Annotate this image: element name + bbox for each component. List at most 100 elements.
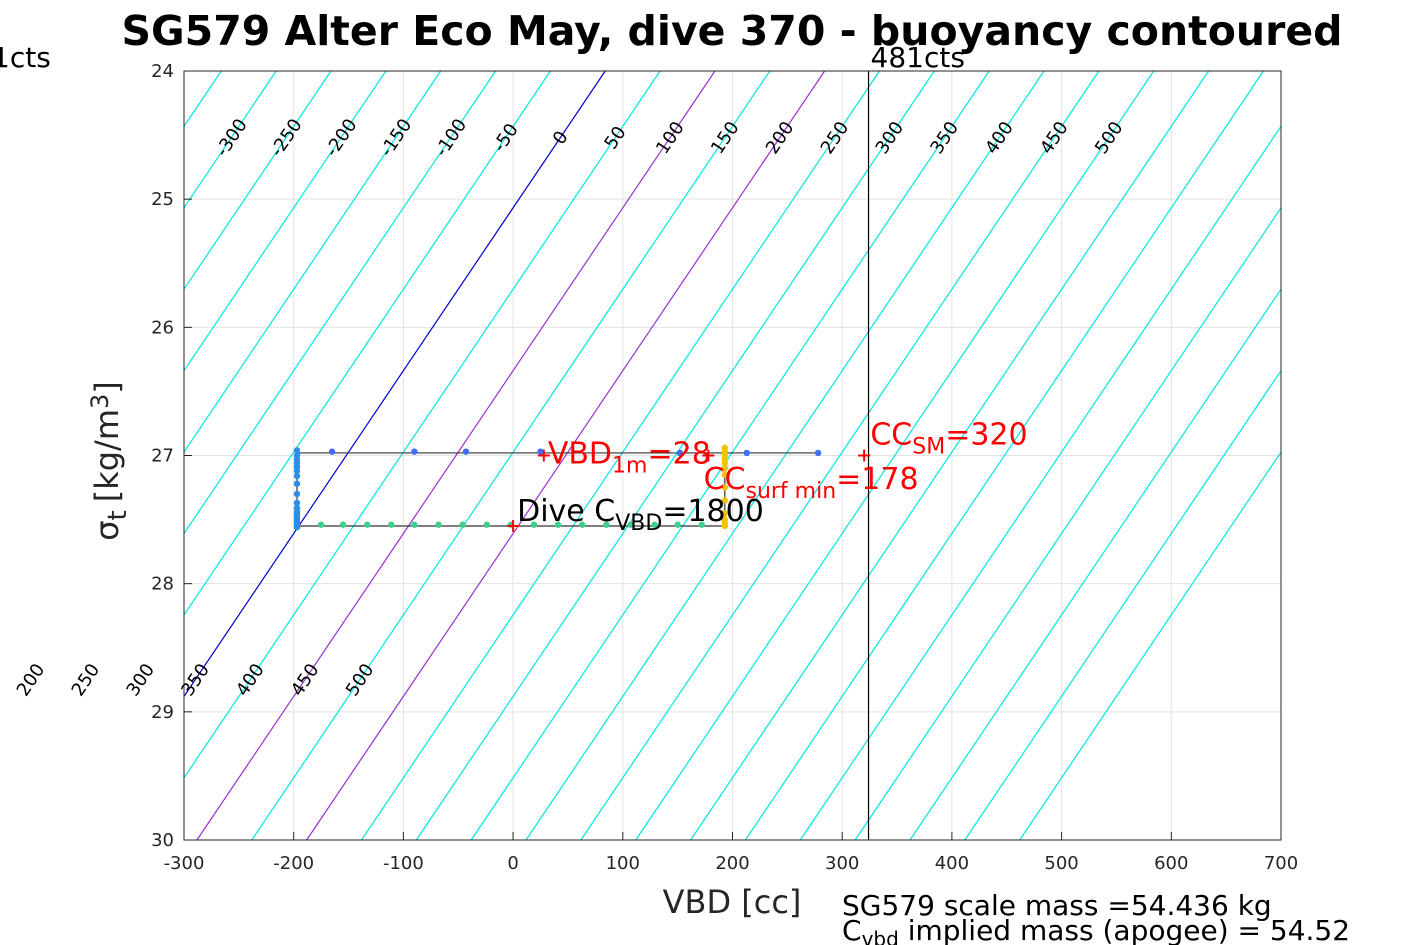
x-tick-label: 600: [1154, 853, 1188, 874]
y-label-units: [kg/m: [88, 409, 126, 502]
x-tick-label: 500: [1044, 853, 1078, 874]
contour-line-350: [470, 70, 990, 841]
contour-label: 350: [177, 660, 214, 700]
series-point: [603, 521, 610, 528]
contour-label: -300: [212, 115, 252, 161]
contour-label: -100: [431, 115, 471, 161]
contour-label: 350: [926, 118, 963, 158]
annotation-sub: 1m: [612, 453, 647, 478]
x-tick-label: 200: [715, 853, 749, 874]
series-point: [411, 448, 418, 455]
contour-line-500: [635, 70, 1155, 841]
vertical-markers: 1cts 481cts: [0, 41, 965, 840]
annotation-tail: =28: [647, 437, 710, 472]
contour-line--100: [183, 70, 497, 534]
x-tick-label: 0: [507, 853, 518, 874]
x-tick-label: -100: [383, 853, 424, 874]
series-point: [530, 521, 538, 528]
series-point: [721, 465, 729, 472]
contour-line-850: [1019, 451, 1282, 841]
contour-line--50: [183, 70, 551, 616]
buoyancy-contours: [183, 70, 1282, 841]
x-tick-label: 400: [935, 853, 969, 874]
annotation-divec: Dive CVBD=1800: [517, 494, 764, 536]
contour-label: -200: [321, 115, 361, 161]
series-point: [651, 521, 658, 528]
contour-label: 50: [601, 123, 631, 154]
contour-label: 200: [762, 118, 799, 158]
contour-line-700: [854, 207, 1282, 841]
series-point: [293, 499, 301, 507]
series-point: [743, 449, 750, 457]
y-label-sigma: σ: [88, 520, 126, 540]
contour-line-650: [799, 126, 1282, 841]
series-point: [328, 448, 336, 455]
contour-line-400: [525, 70, 1045, 841]
contour-label: 500: [342, 660, 379, 700]
series-point: [721, 497, 729, 504]
contour-label: 450: [287, 660, 324, 700]
annotation-main: CC: [704, 462, 746, 497]
series-point: [721, 471, 729, 478]
series-point: [814, 449, 822, 457]
x-tick-label: 100: [606, 853, 640, 874]
x-tick-label: 300: [825, 853, 859, 874]
contour-line--350: [183, 70, 222, 127]
contour-line--300: [183, 70, 277, 209]
y-tick-label: 30: [151, 830, 174, 851]
y-tick-label: 28: [151, 574, 174, 595]
series-point: [339, 521, 347, 528]
series-point: [721, 509, 729, 517]
series-point: [293, 472, 301, 480]
y-tick-label: 24: [151, 61, 174, 82]
contour-line-300: [415, 70, 935, 841]
series-point: [674, 521, 681, 528]
contour-label: 300: [872, 118, 909, 158]
contour-label: 150: [707, 118, 744, 158]
axis-ticks: -300 -200 -100 0 100 200 300 400 500 600 700242526…: [151, 61, 1298, 874]
contour-line--200: [183, 70, 387, 371]
contour-line-800: [964, 370, 1282, 841]
contour-line--250: [183, 70, 332, 290]
series-point: [627, 521, 634, 528]
annotation-ccsurf: CCsurf min=178: [704, 462, 919, 504]
y-label-sub: t: [103, 510, 133, 520]
contour-line--150: [183, 70, 442, 453]
contour-label: 400: [232, 660, 269, 700]
series-point: [293, 447, 301, 454]
chart-title: SG579 Alter Eco May, dive 370 - buoyancy…: [121, 7, 1342, 55]
contour-label: 450: [1036, 118, 1073, 158]
series-point: [293, 490, 301, 498]
annotation-main: VBD: [548, 437, 612, 472]
contour-line-750: [909, 288, 1282, 841]
contour-line-0: [183, 70, 606, 697]
contour-label: -150: [376, 115, 416, 161]
annotation-main: CC: [870, 417, 912, 452]
series-point: [483, 521, 490, 528]
series-point: [293, 480, 301, 487]
contour-line-250: [360, 70, 880, 841]
contour-line-150: [251, 70, 771, 841]
x-axis-label: VBD [cc]: [663, 883, 802, 921]
x-tick-label: 700: [1264, 853, 1298, 874]
annotation-tail: =178: [836, 462, 918, 497]
footer-scale-mass: SG579 scale mass =54.436 kg: [842, 889, 1272, 922]
contour-line-600: [744, 70, 1264, 841]
contour-label: -250: [266, 115, 306, 161]
series-point: [317, 521, 325, 528]
contour-label: 500: [1091, 118, 1128, 158]
footer-tail: implied mass (apogee) = 54.52: [899, 914, 1350, 945]
series-point: [676, 449, 684, 457]
y-tick-label: 26: [151, 317, 174, 338]
y-label-sup: 3: [86, 394, 114, 409]
series-point: [388, 521, 395, 528]
contour-label: 250: [68, 660, 105, 700]
contour-label: -50: [489, 120, 523, 156]
footer-implied-mass: Cvbd implied mass (apogee) = 54.52: [842, 914, 1350, 945]
contour-label: 250: [817, 118, 854, 158]
contour-line-450: [580, 70, 1100, 841]
series-point: [579, 521, 586, 528]
dive-series: [293, 444, 871, 532]
